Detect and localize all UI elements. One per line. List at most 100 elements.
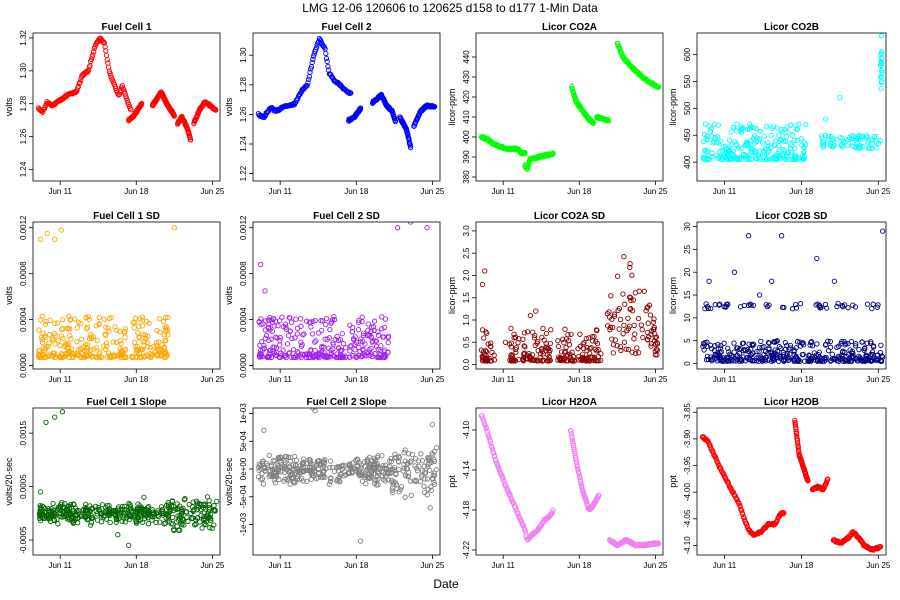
data-point [749, 341, 755, 347]
y-tick-label: -4.22 [462, 540, 471, 559]
data-point [716, 302, 722, 308]
data-point [140, 331, 146, 337]
data-point [319, 343, 325, 350]
plot-frame [696, 32, 887, 182]
data-point [73, 350, 80, 356]
data-point [651, 324, 657, 331]
x-tick-label: Jun 18 [124, 561, 149, 570]
data-point [57, 513, 63, 520]
data-point [199, 525, 205, 531]
data-point [852, 343, 859, 349]
data-point [87, 522, 94, 528]
data-point [363, 481, 369, 487]
data-point [593, 358, 599, 364]
data-point [266, 473, 272, 480]
data-point [135, 515, 142, 521]
data-point [489, 446, 496, 453]
data-point [96, 321, 102, 328]
data-point [645, 320, 651, 326]
data-point [616, 305, 623, 312]
data-point [361, 459, 368, 465]
x-tick-label: Jun 11 [713, 375, 737, 384]
data-point [323, 321, 329, 328]
data-point [136, 354, 143, 360]
data-point [306, 354, 312, 361]
data-point [769, 278, 775, 284]
y-tick-label: -3.95 [683, 456, 692, 475]
data-point [312, 317, 318, 324]
data-point [638, 322, 644, 328]
data-point [262, 318, 269, 324]
data-point [306, 456, 312, 463]
y-tick-label: 0.5 [462, 336, 471, 348]
data-point [730, 124, 736, 130]
data-point [828, 133, 835, 139]
y-tick-label: -4.10 [462, 420, 471, 439]
data-point [261, 427, 267, 433]
data-point [270, 457, 276, 464]
data-point [816, 349, 822, 355]
data-point [735, 345, 741, 351]
data-point [610, 342, 617, 348]
data-point [52, 332, 59, 339]
y-tick-label: 0.0005 [19, 474, 28, 499]
y-tick-label: 0.0004 [239, 307, 248, 332]
data-point [356, 319, 362, 325]
data-point [419, 472, 425, 478]
data-point [791, 155, 798, 161]
data-point [765, 149, 772, 155]
data-point [93, 508, 99, 515]
data-point [358, 336, 364, 342]
data-point [772, 138, 779, 144]
data-point [157, 519, 163, 525]
data-point [794, 126, 801, 133]
data-point [568, 331, 574, 337]
data-point [756, 154, 762, 160]
data-point [153, 340, 160, 346]
data-point [78, 336, 85, 342]
data-point [280, 463, 286, 470]
data-point [285, 454, 292, 460]
y-axis-label: licor-ppm [668, 277, 678, 314]
y-tick-label: 380 [462, 170, 471, 184]
data-point [325, 345, 332, 351]
data-point [115, 504, 122, 510]
data-point [85, 314, 92, 320]
data-point [607, 326, 613, 333]
data-point [145, 333, 151, 339]
data-point [140, 339, 146, 345]
data-point [115, 353, 122, 359]
data-point [57, 504, 63, 511]
data-point [388, 455, 394, 462]
y-tick-label: 500 [683, 101, 692, 115]
data-point [357, 105, 364, 111]
data-point [647, 312, 654, 318]
data-point [209, 525, 215, 531]
data-point [735, 145, 742, 151]
data-point [78, 77, 84, 83]
data-point [822, 342, 829, 348]
data-point [635, 350, 642, 356]
data-point [838, 134, 844, 141]
data-point [301, 459, 307, 465]
data-point [799, 351, 805, 358]
x-tick-label: Jun 25 [866, 561, 891, 570]
data-point [290, 346, 297, 353]
data-point [135, 330, 141, 336]
data-point [769, 350, 775, 357]
data-point [400, 468, 406, 474]
data-point [650, 319, 656, 325]
data-point [158, 504, 165, 510]
data-point [159, 506, 166, 513]
data-point [481, 335, 487, 341]
data-point [797, 301, 804, 307]
data-point [533, 357, 540, 363]
data-point [302, 352, 308, 358]
data-point [487, 343, 494, 349]
data-point [85, 67, 92, 73]
data-point [275, 322, 281, 329]
data-point [51, 350, 58, 356]
data-point [346, 469, 352, 475]
data-point [57, 342, 63, 349]
y-tick-label: 1.0 [462, 314, 471, 326]
